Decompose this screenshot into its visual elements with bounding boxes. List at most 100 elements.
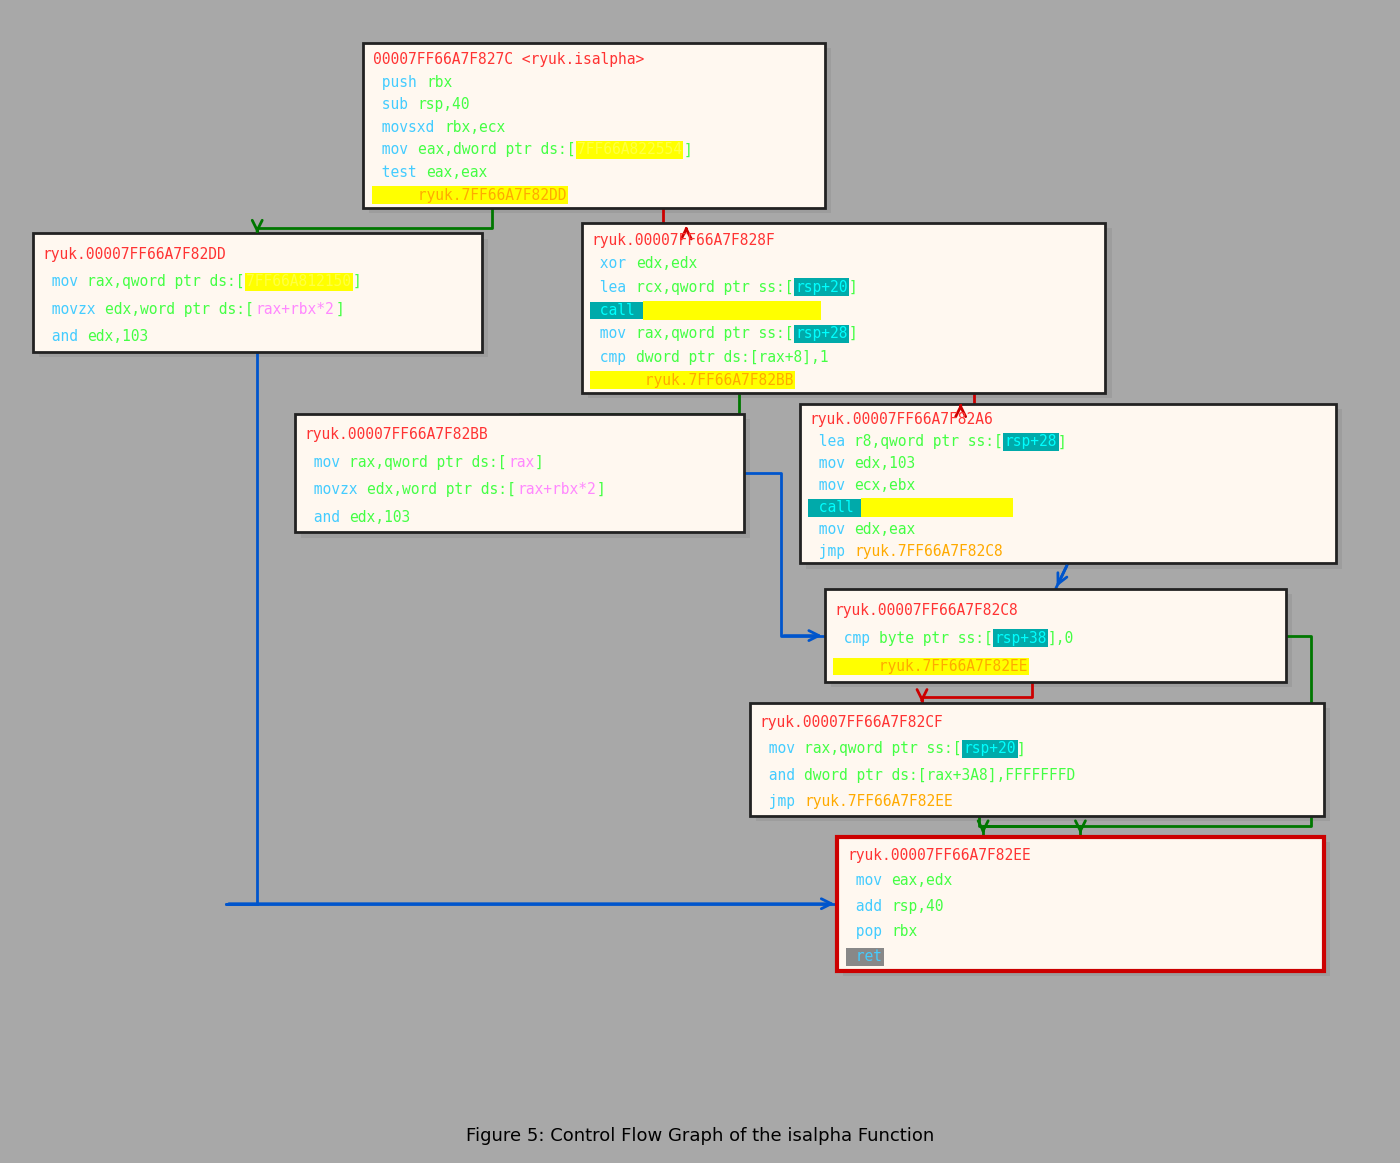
Text: lea: lea (591, 279, 636, 294)
Text: edx,103: edx,103 (349, 509, 410, 525)
Text: movzx: movzx (305, 483, 365, 498)
Text: call: call (591, 304, 644, 317)
FancyBboxPatch shape (363, 43, 825, 207)
Text: mov: mov (809, 522, 854, 537)
FancyBboxPatch shape (588, 228, 1112, 399)
Text: edx,word ptr ds:[: edx,word ptr ds:[ (105, 301, 253, 316)
Text: ]: ] (535, 455, 543, 470)
FancyBboxPatch shape (806, 408, 1343, 569)
Text: ]: ] (335, 301, 344, 316)
Text: ryuk.7FF66A7F82DD: ryuk.7FF66A7F82DD (409, 187, 566, 202)
Text: ryuk.00007FF66A7F82C8: ryuk.00007FF66A7F82C8 (834, 602, 1018, 618)
Text: ]: ] (596, 483, 606, 498)
Text: 00007FF66A7F827C <ryuk.isalpha>: 00007FF66A7F827C <ryuk.isalpha> (374, 52, 644, 67)
Text: eax,dword ptr ds:[: eax,dword ptr ds:[ (417, 142, 575, 157)
Text: <ryuk._LocaleUpdate>: <ryuk._LocaleUpdate> (644, 302, 819, 319)
Text: cmp: cmp (591, 350, 636, 364)
Text: xor: xor (591, 256, 636, 271)
FancyBboxPatch shape (837, 836, 1323, 971)
Text: ryuk.7FF66A7F82BB: ryuk.7FF66A7F82BB (636, 373, 794, 388)
Text: and: and (760, 768, 804, 783)
Text: ]: ] (683, 142, 692, 157)
Text: sub: sub (374, 98, 417, 113)
Text: push: push (374, 74, 426, 90)
Text: rax,qword ptr ds:[: rax,qword ptr ds:[ (349, 455, 507, 470)
Text: mov: mov (809, 478, 854, 493)
FancyBboxPatch shape (294, 414, 743, 533)
FancyBboxPatch shape (301, 419, 750, 537)
Text: rsp+20: rsp+20 (963, 741, 1016, 756)
Text: Figure 5: Control Flow Graph of the isalpha Function: Figure 5: Control Flow Graph of the isal… (466, 1127, 934, 1144)
Text: rax+rbx*2: rax+rbx*2 (255, 301, 335, 316)
Text: ryuk.7FF66A7F82C8: ryuk.7FF66A7F82C8 (854, 544, 1002, 559)
Text: rax+rbx*2: rax+rbx*2 (517, 483, 596, 498)
Text: add: add (847, 899, 890, 914)
Text: ryuk.7FF66A7F82EE: ryuk.7FF66A7F82EE (871, 659, 1028, 675)
Text: ],0: ],0 (1047, 630, 1074, 645)
Text: jmp: jmp (809, 544, 854, 559)
Text: ryuk.00007FF66A7F82DD: ryuk.00007FF66A7F82DD (42, 247, 227, 262)
Text: and: and (42, 329, 87, 344)
FancyBboxPatch shape (581, 223, 1106, 393)
Text: r8,qword ptr ss:[: r8,qword ptr ss:[ (854, 434, 1002, 449)
Text: pop: pop (847, 925, 890, 939)
Text: rax,qword ptr ds:[: rax,qword ptr ds:[ (87, 274, 245, 290)
Text: mov: mov (809, 456, 854, 471)
Text: je: je (374, 187, 409, 202)
Text: rsp,40: rsp,40 (892, 899, 944, 914)
Text: edx,eax: edx,eax (854, 522, 916, 537)
Text: ]: ] (848, 327, 857, 341)
Text: edx,edx: edx,edx (636, 256, 697, 271)
Text: rsp+28: rsp+28 (1005, 434, 1057, 449)
Text: ryuk.00007FF66A7F82EE: ryuk.00007FF66A7F82EE (847, 848, 1030, 863)
FancyBboxPatch shape (832, 594, 1292, 687)
Text: rbx,ecx: rbx,ecx (444, 120, 505, 135)
Text: movzx: movzx (42, 301, 104, 316)
Text: rsp+38: rsp+38 (994, 630, 1047, 645)
Text: mov: mov (374, 142, 417, 157)
Text: rsp+28: rsp+28 (795, 327, 848, 341)
Text: edx,103: edx,103 (854, 456, 916, 471)
FancyBboxPatch shape (750, 702, 1323, 816)
Text: <ryuk._isctype_l>: <ryuk._isctype_l> (862, 499, 1012, 515)
Text: ryuk.7FF66A7F82EE: ryuk.7FF66A7F82EE (804, 794, 953, 809)
Text: movsxd: movsxd (374, 120, 444, 135)
Text: ryuk.00007FF66A7F82CF: ryuk.00007FF66A7F82CF (760, 715, 944, 730)
Text: rax: rax (508, 455, 535, 470)
Text: lea: lea (809, 434, 854, 449)
FancyBboxPatch shape (825, 590, 1287, 682)
Text: rbx: rbx (892, 925, 918, 939)
Text: 7FF66A822554: 7FF66A822554 (577, 142, 682, 157)
Text: mov: mov (42, 274, 87, 290)
Text: ]: ] (848, 279, 857, 294)
FancyBboxPatch shape (370, 48, 832, 213)
Text: mov: mov (591, 327, 636, 341)
Text: rsp,40: rsp,40 (417, 98, 470, 113)
Text: and: and (305, 509, 349, 525)
Text: je: je (834, 659, 869, 675)
Text: dword ptr ds:[rax+8],1: dword ptr ds:[rax+8],1 (636, 350, 829, 364)
Text: dword ptr ds:[rax+3A8],FFFFFFFD: dword ptr ds:[rax+3A8],FFFFFFFD (804, 768, 1075, 783)
Text: ecx,ebx: ecx,ebx (854, 478, 916, 493)
Text: test: test (374, 165, 426, 180)
Text: edx,word ptr ds:[: edx,word ptr ds:[ (367, 483, 515, 498)
Text: edx,103: edx,103 (87, 329, 148, 344)
Text: rax,qword ptr ss:[: rax,qword ptr ss:[ (636, 327, 794, 341)
FancyBboxPatch shape (39, 238, 489, 357)
Text: ryuk.00007FF66A7F82BB: ryuk.00007FF66A7F82BB (305, 427, 489, 442)
Text: cmp: cmp (834, 630, 878, 645)
Text: ryuk.00007FF66A7F82A6: ryuk.00007FF66A7F82A6 (809, 413, 994, 428)
Text: ret: ret (847, 949, 882, 964)
Text: ryuk.00007FF66A7F828F: ryuk.00007FF66A7F828F (591, 233, 776, 248)
FancyBboxPatch shape (32, 234, 482, 352)
FancyBboxPatch shape (799, 404, 1336, 563)
FancyBboxPatch shape (843, 842, 1330, 976)
Text: byte ptr ss:[: byte ptr ss:[ (879, 630, 993, 645)
Text: mov: mov (305, 455, 349, 470)
Text: rcx,qword ptr ss:[: rcx,qword ptr ss:[ (636, 279, 794, 294)
Text: eax,edx: eax,edx (892, 873, 953, 889)
Text: mov: mov (760, 741, 804, 756)
Text: eax,eax: eax,eax (427, 165, 487, 180)
Text: ]: ] (1016, 741, 1026, 756)
Text: rax,qword ptr ss:[: rax,qword ptr ss:[ (804, 741, 962, 756)
